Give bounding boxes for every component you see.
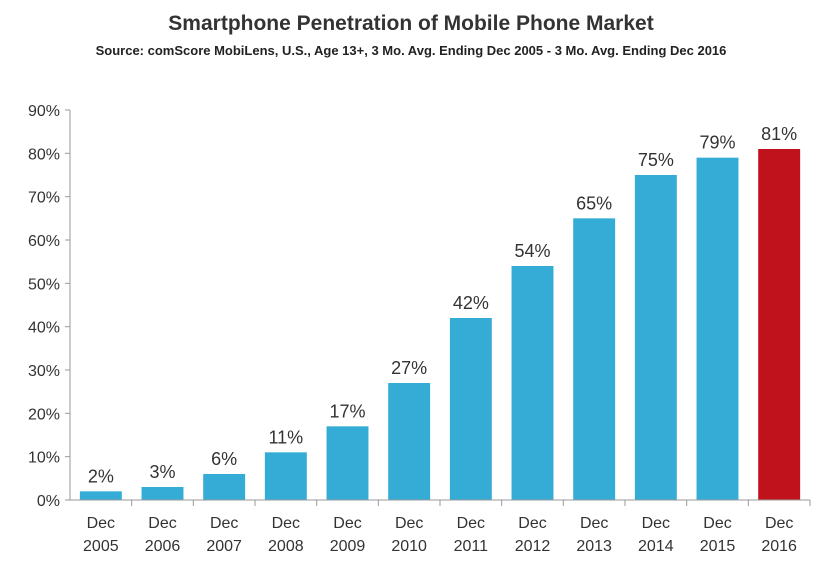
x-tick-label: Dec	[87, 515, 115, 532]
data-label: 6%	[211, 449, 237, 469]
x-tick-label: 2012	[515, 538, 551, 555]
y-tick-label: 60%	[28, 233, 60, 250]
x-tick-label: Dec	[457, 515, 485, 532]
x-tick-label: Dec	[518, 515, 546, 532]
chart-title: Smartphone Penetration of Mobile Phone M…	[168, 12, 654, 35]
x-tick-label: 2008	[268, 538, 304, 555]
x-tick-label: Dec	[333, 515, 361, 532]
data-label: 65%	[576, 193, 612, 213]
x-tick-label: 2016	[761, 538, 797, 555]
x-tick-label: 2006	[145, 538, 181, 555]
x-tick-label: 2011	[454, 538, 489, 555]
y-axis: 0% 10% 20% 30% 40% 50% 60% 70% 80% 90%	[28, 103, 71, 510]
y-tick-label: 90%	[28, 103, 60, 120]
data-label: 27%	[391, 358, 427, 378]
data-label: 11%	[268, 427, 303, 447]
x-tick-label: Dec	[765, 515, 793, 532]
data-labels: 2% 3% 6% 11% 17% 27% 42% 54% 65% 75% 79% 81%	[88, 124, 797, 486]
x-tick-label: Dec	[642, 515, 670, 532]
bar	[573, 218, 616, 501]
data-label: 79%	[699, 133, 735, 153]
bar	[79, 491, 122, 500]
y-tick-label: 70%	[28, 190, 60, 207]
x-tick-label: Dec	[580, 515, 608, 532]
data-label: 75%	[638, 150, 674, 170]
data-label: 54%	[514, 241, 550, 261]
x-tick-label: 2015	[700, 538, 736, 555]
bar	[326, 426, 369, 500]
x-tick-label: 2009	[330, 538, 366, 555]
x-tick-label: Dec	[703, 515, 731, 532]
data-label: 42%	[453, 293, 489, 313]
data-label: 17%	[329, 401, 365, 421]
x-tick-label: Dec	[272, 515, 300, 532]
y-tick-label: 10%	[28, 450, 60, 467]
x-axis: Dec 2005 Dec 2006 Dec 2007 Dec 2008 Dec 2009 Dec 20…	[70, 499, 811, 555]
bar	[634, 175, 677, 500]
bars	[79, 149, 801, 501]
bar	[696, 157, 739, 500]
y-tick-label: 40%	[28, 320, 60, 337]
x-tick-label: Dec	[395, 515, 423, 532]
bar	[449, 318, 492, 500]
bar	[758, 149, 801, 500]
y-tick-label: 50%	[28, 276, 60, 293]
x-tick-label: 2013	[576, 538, 612, 555]
y-tick-label: 80%	[28, 146, 60, 163]
x-tick-label: 2005	[83, 538, 119, 555]
x-tick-label: 2010	[391, 538, 427, 555]
y-tick-label: 0%	[37, 493, 60, 510]
bar	[264, 452, 307, 500]
chart-subtitle: Source: comScore MobiLens, U.S., Age 13+…	[95, 43, 727, 58]
y-tick-label: 20%	[28, 406, 60, 423]
bar	[388, 383, 431, 500]
data-label: 2%	[88, 466, 114, 486]
bar	[141, 487, 184, 500]
bar	[203, 474, 246, 500]
x-tick-label: 2007	[206, 538, 242, 555]
data-label: 81%	[761, 124, 797, 144]
y-tick-label: 30%	[28, 363, 60, 380]
x-tick-label: Dec	[210, 515, 238, 532]
x-tick-label: Dec	[148, 515, 176, 532]
data-label: 3%	[149, 462, 175, 482]
bar	[511, 266, 554, 500]
x-tick-label: 2014	[638, 538, 674, 555]
